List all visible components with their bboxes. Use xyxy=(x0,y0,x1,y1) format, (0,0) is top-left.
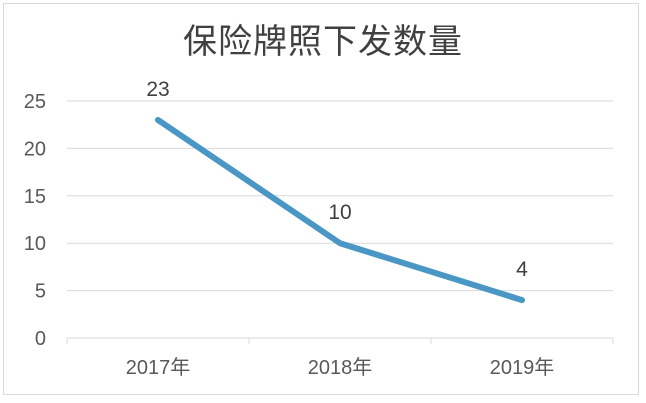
y-tick-label: 25 xyxy=(24,91,46,113)
chart-title: 保险牌照下发数量 xyxy=(183,22,463,62)
x-tick-label: 2018年 xyxy=(308,356,373,379)
y-tick-label: 5 xyxy=(35,281,46,303)
y-tick-label: 10 xyxy=(24,233,46,255)
y-axis-tick-labels: 0 5 10 15 20 25 xyxy=(24,91,46,350)
x-axis xyxy=(66,337,614,344)
y-tick-label: 15 xyxy=(24,186,46,208)
x-tick-label: 2019年 xyxy=(490,356,555,379)
series-line xyxy=(155,116,525,304)
x-axis-tick-labels: 2017年 2018年 2019年 xyxy=(126,356,555,379)
data-label: 23 xyxy=(146,78,169,101)
y-tick-label: 0 xyxy=(35,328,46,350)
x-tick-label: 2017年 xyxy=(126,356,191,379)
y-tick-label: 20 xyxy=(24,138,46,160)
data-labels: 23 10 4 xyxy=(146,78,528,281)
chart-frame xyxy=(3,3,639,395)
gridlines xyxy=(67,100,613,292)
data-label: 4 xyxy=(516,258,528,281)
data-label: 10 xyxy=(328,201,351,224)
series-layer xyxy=(155,116,525,304)
